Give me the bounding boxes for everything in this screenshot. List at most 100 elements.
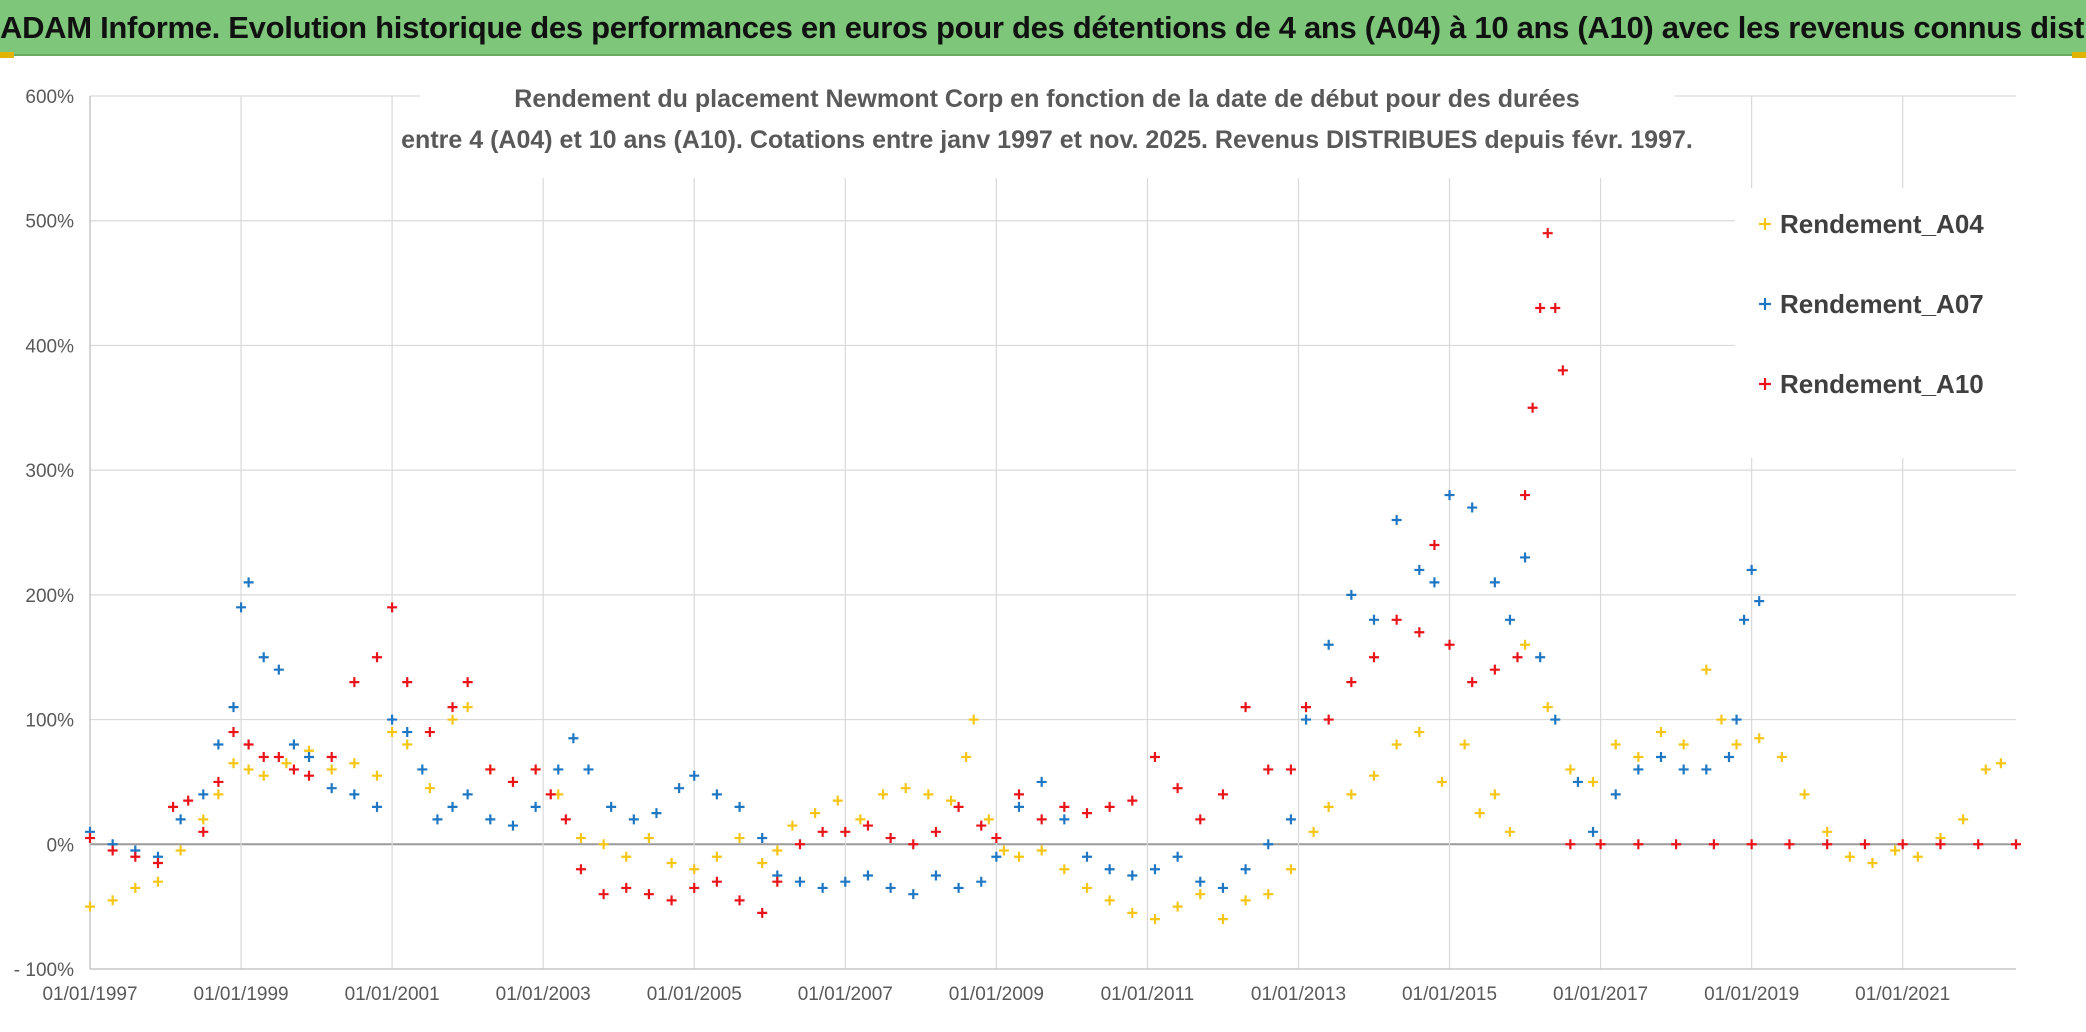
data-point [213,739,224,750]
data-point [1489,789,1500,800]
scatter-chart: - 100% 0% 100% 200% 300% 400% 500% 600% 01/01/1… [14,78,2021,1005]
data-point [1678,764,1689,775]
y-tick-label: 100% [25,711,74,732]
data-point [930,870,941,881]
x-tick-label: 01/01/2019 [1704,984,1799,1005]
data-point [85,901,95,912]
data-point [1240,702,1251,713]
data-point [1565,839,1576,850]
data-point [1240,895,1251,906]
data-point [1656,751,1667,762]
data-point [107,895,118,906]
data-point [953,882,964,893]
data-point [1897,839,1908,850]
data-point [1172,851,1183,862]
data-point [485,814,496,825]
legend-background [1735,188,2017,458]
data-point [598,839,609,850]
legend[interactable]: Rendement_A04 Rendement_A07 Rendement_A10 [1735,188,2017,458]
y-tick-label: 300% [25,461,74,482]
x-tick-label: 01/01/2013 [1251,984,1346,1005]
data-point [273,664,284,675]
data-point [1036,814,1047,825]
data-point [1391,515,1402,526]
x-axis-tick-labels: 01/01/1997 01/01/1999 01/01/2001 01/01/2003… [42,984,1950,1005]
data-point [243,577,254,588]
data-point [1467,502,1478,513]
data-point [1759,298,1771,310]
data-point [1973,839,1984,850]
x-tick-label: 01/01/1999 [194,984,289,1005]
data-point [1104,864,1115,875]
data-point [1036,845,1047,856]
data-point [130,882,141,893]
data-point [575,833,586,844]
data-point [908,889,919,900]
x-tick-label: 01/01/1997 [42,984,137,1005]
title-banner: ADAM Informe. Evolution historique des p… [0,0,2086,56]
data-point [1759,218,1771,230]
data-point [349,789,360,800]
data-point [273,751,284,762]
data-point [953,801,964,812]
data-point [832,795,843,806]
data-point [152,857,163,868]
y-tick-label: - 100% [14,960,74,981]
data-point [107,845,118,856]
data-point [1081,851,1092,862]
data-point [1149,864,1160,875]
data-point [1301,702,1312,713]
data-point [1731,739,1742,750]
data-point [349,677,360,688]
data-point [1520,552,1531,563]
data-points [85,228,2021,925]
data-point [1746,839,1757,850]
banner-title: ADAM Informe. Evolution historique des p… [0,10,2086,45]
data-point [1429,577,1440,588]
chart-title-background [420,78,1675,178]
data-point [198,789,209,800]
legend-item-Rendement_A10[interactable]: Rendement_A10 [1759,369,1984,399]
data-point [447,801,458,812]
data-point [1369,770,1379,781]
data-point [1391,614,1402,625]
data-point [689,770,700,781]
data-point [1527,402,1538,413]
data-point [772,876,783,887]
data-point [243,764,254,775]
data-point [507,776,518,787]
data-point [462,789,473,800]
data-point [288,739,299,750]
legend-label: Rendement_A04 [1780,209,1984,239]
data-point [1588,826,1599,837]
data-point [976,876,987,887]
legend-item-Rendement_A04[interactable]: Rendement_A04 [1759,209,1984,239]
data-point [689,864,700,875]
gridlines [89,95,2016,970]
data-point [1014,851,1025,862]
data-point [568,733,579,744]
data-point [198,826,209,837]
data-point [152,876,163,887]
data-point [1081,808,1092,819]
legend-item-Rendement_A07[interactable]: Rendement_A07 [1759,289,1984,319]
data-point [1149,914,1160,925]
data-point [1301,714,1312,725]
data-point [1444,639,1455,650]
data-point [840,876,851,887]
data-point [757,907,768,918]
data-point [1504,826,1515,837]
data-point [424,727,435,738]
y-tick-label: 500% [25,212,74,233]
data-point [976,820,987,831]
data-point [1867,857,1878,868]
data-point [1520,639,1531,650]
data-point [372,801,383,812]
data-point [1678,739,1689,750]
data-point [1701,664,1712,675]
data-point [228,727,239,738]
data-point [787,820,798,831]
data-point [734,833,745,844]
data-point [885,833,896,844]
data-point [213,776,224,787]
